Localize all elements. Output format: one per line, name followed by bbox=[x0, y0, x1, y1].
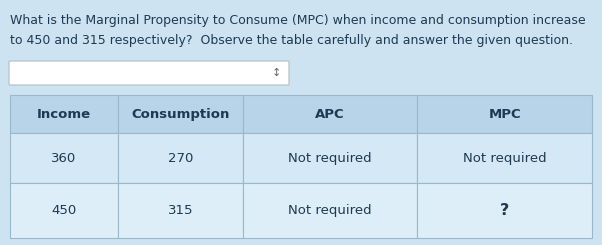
Text: Not required: Not required bbox=[463, 151, 547, 164]
Text: to 450 and 315 respectively?  Observe the table carefully and answer the given q: to 450 and 315 respectively? Observe the… bbox=[10, 34, 573, 47]
Text: Not required: Not required bbox=[288, 151, 372, 164]
Bar bbox=[10, 95, 117, 133]
Text: ?: ? bbox=[500, 203, 509, 218]
Bar bbox=[10, 133, 117, 183]
Text: 450: 450 bbox=[51, 204, 76, 217]
Text: Not required: Not required bbox=[288, 204, 372, 217]
Text: MPC: MPC bbox=[488, 108, 521, 121]
Bar bbox=[417, 133, 592, 183]
Bar bbox=[243, 183, 417, 238]
Bar bbox=[243, 95, 417, 133]
Text: 360: 360 bbox=[51, 151, 76, 164]
Text: Income: Income bbox=[37, 108, 91, 121]
Bar bbox=[117, 95, 243, 133]
Text: Consumption: Consumption bbox=[131, 108, 229, 121]
Text: APC: APC bbox=[315, 108, 345, 121]
Bar bbox=[117, 183, 243, 238]
Text: What is the Marginal Propensity to Consume (MPC) when income and consumption inc: What is the Marginal Propensity to Consu… bbox=[10, 14, 586, 27]
Bar bbox=[243, 133, 417, 183]
Text: ↕: ↕ bbox=[272, 68, 281, 78]
Bar bbox=[117, 133, 243, 183]
Text: 270: 270 bbox=[167, 151, 193, 164]
Bar bbox=[417, 95, 592, 133]
FancyBboxPatch shape bbox=[9, 61, 289, 85]
Bar bbox=[10, 183, 117, 238]
Bar bbox=[417, 183, 592, 238]
Text: 315: 315 bbox=[167, 204, 193, 217]
